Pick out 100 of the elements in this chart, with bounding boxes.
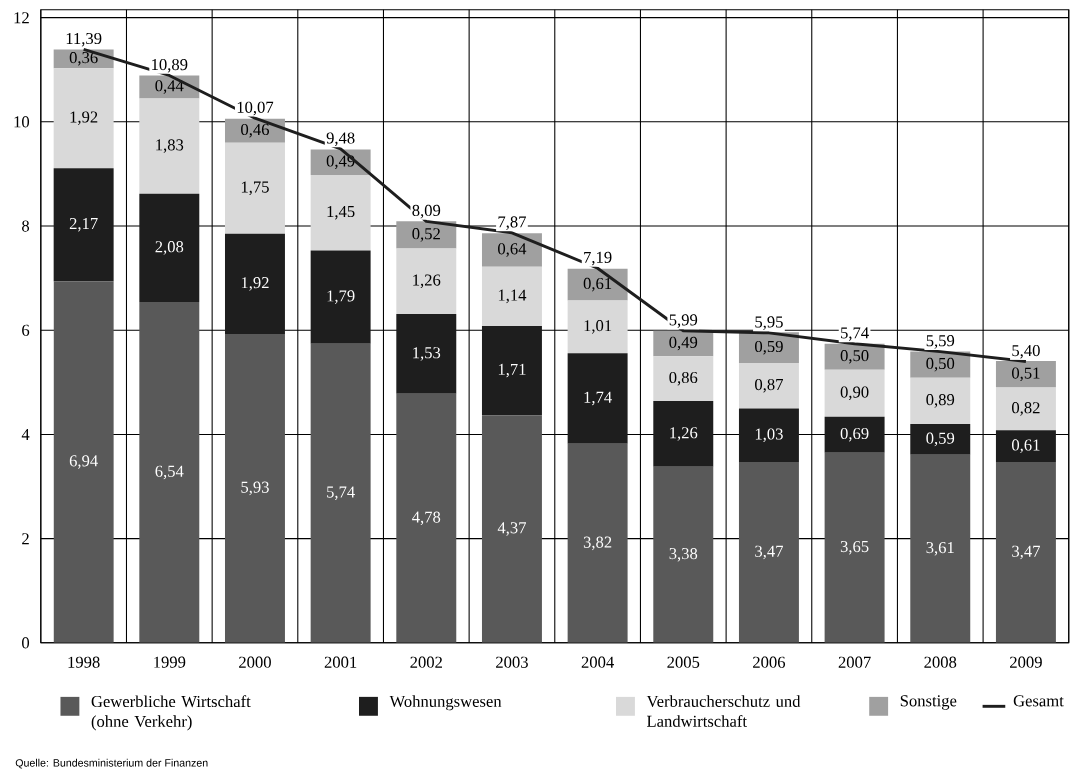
data-label: 7,19 xyxy=(584,251,612,266)
x-tick-label: 2001 xyxy=(324,656,357,668)
data-label: 9,48 xyxy=(326,132,355,147)
data-label: 5,93 xyxy=(241,481,269,496)
data-label: 0,61 xyxy=(583,277,612,292)
x-tick-label: 2008 xyxy=(924,656,957,668)
data-label: 1,45 xyxy=(327,206,355,220)
bar xyxy=(567,300,628,354)
data-label: 0,44 xyxy=(155,80,184,94)
bar xyxy=(53,68,114,169)
x-tick-label: 2009 xyxy=(1010,656,1042,668)
bar xyxy=(995,387,1056,431)
bar xyxy=(139,98,200,194)
y-tick-label: 12 xyxy=(14,12,29,24)
bar xyxy=(224,142,285,234)
y-tick-label: 8 xyxy=(22,220,30,232)
bar xyxy=(910,424,971,455)
data-label: 11,39 xyxy=(66,32,102,47)
data-label: 1,14 xyxy=(498,289,527,304)
bar xyxy=(310,175,371,251)
data-label: 2,08 xyxy=(155,241,184,255)
x-tick-label: 2000 xyxy=(239,656,271,668)
data-label: 0,82 xyxy=(1012,402,1040,416)
bar xyxy=(481,326,542,416)
bar xyxy=(653,356,714,402)
data-label: 1,75 xyxy=(241,181,269,196)
legend-label: Gesamt xyxy=(1013,695,1064,707)
bar xyxy=(567,353,628,444)
source-note: Quelle: Bundesministerium der Finanzen xyxy=(15,758,208,769)
y-tick-label: 4 xyxy=(21,429,30,440)
data-label: 0,69 xyxy=(840,427,869,442)
bar xyxy=(824,452,885,643)
x-tick-label: 2007 xyxy=(838,656,871,668)
data-label: 1,03 xyxy=(755,428,783,443)
data-label: 5,74 xyxy=(841,327,869,341)
data-label: 1,01 xyxy=(584,320,612,334)
x-tick-label: 2003 xyxy=(496,656,528,668)
bar xyxy=(567,268,628,301)
data-label: 10,07 xyxy=(237,101,274,116)
bar xyxy=(567,443,628,643)
bar xyxy=(995,430,1056,463)
legend-label: Sonstige xyxy=(900,695,957,710)
bar xyxy=(481,415,542,643)
bar xyxy=(995,462,1056,643)
bar xyxy=(396,248,457,315)
data-label: 0,49 xyxy=(326,155,355,170)
data-label: 1,83 xyxy=(156,139,184,153)
y-tick-label: 0 xyxy=(22,637,30,649)
data-label: 4,37 xyxy=(497,522,527,536)
data-label: 1,53 xyxy=(413,347,441,361)
data-label: 1,92 xyxy=(241,277,269,291)
data-label: 3,38 xyxy=(669,548,698,562)
data-label: 2,17 xyxy=(69,218,98,232)
x-tick-label: 2004 xyxy=(581,656,614,668)
x-tick-label: 1998 xyxy=(68,656,100,668)
x-tick-label: 2006 xyxy=(753,656,786,668)
bar xyxy=(481,266,542,327)
bar xyxy=(738,462,799,643)
data-label: 5,74 xyxy=(327,486,355,501)
bar xyxy=(224,333,285,643)
bar xyxy=(53,281,114,643)
x-tick-label: 2005 xyxy=(667,656,700,668)
data-label: 3,47 xyxy=(755,545,783,560)
bar xyxy=(53,168,114,282)
data-label: 1,74 xyxy=(584,391,612,406)
data-label: 8,09 xyxy=(412,204,441,219)
data-label: 0,46 xyxy=(241,123,270,138)
data-label: 3,82 xyxy=(583,536,612,551)
data-label: 5,59 xyxy=(926,335,955,349)
data-label: 6,54 xyxy=(155,465,184,480)
bar xyxy=(910,377,971,425)
data-label: 4,78 xyxy=(412,511,441,526)
data-label: 6,94 xyxy=(69,455,98,469)
x-tick-label: 1999 xyxy=(154,656,186,668)
data-label: 1,26 xyxy=(413,274,441,289)
bar xyxy=(824,369,885,417)
data-label: 0,50 xyxy=(926,357,955,372)
data-label: 0,59 xyxy=(755,340,783,355)
bar xyxy=(310,343,371,643)
data-label: 0,89 xyxy=(926,394,955,408)
bar xyxy=(139,193,200,303)
data-label: 3,47 xyxy=(1012,545,1040,560)
data-label: 1,71 xyxy=(498,363,526,378)
bar xyxy=(653,466,714,643)
data-label: 10,89 xyxy=(152,58,188,73)
bar xyxy=(824,416,885,453)
data-label: 0,52 xyxy=(412,228,440,242)
y-tick-label: 10 xyxy=(14,116,30,128)
bar xyxy=(738,363,799,409)
data-label: 7,87 xyxy=(498,216,527,230)
bar xyxy=(653,401,714,467)
data-label: 5,40 xyxy=(1012,345,1040,359)
legend-label: Gewerbliche Wirtschaft (ohne Verkehr) xyxy=(91,695,251,731)
legend-label: Verbraucherschutz und Landwirtschaft xyxy=(646,695,801,727)
data-label: 1,79 xyxy=(327,290,355,304)
data-label: 0,64 xyxy=(498,243,527,257)
data-label: 0,61 xyxy=(1012,439,1040,454)
bar xyxy=(139,302,200,643)
data-label: 0,51 xyxy=(1012,367,1040,382)
data-label: 0,59 xyxy=(926,432,955,447)
